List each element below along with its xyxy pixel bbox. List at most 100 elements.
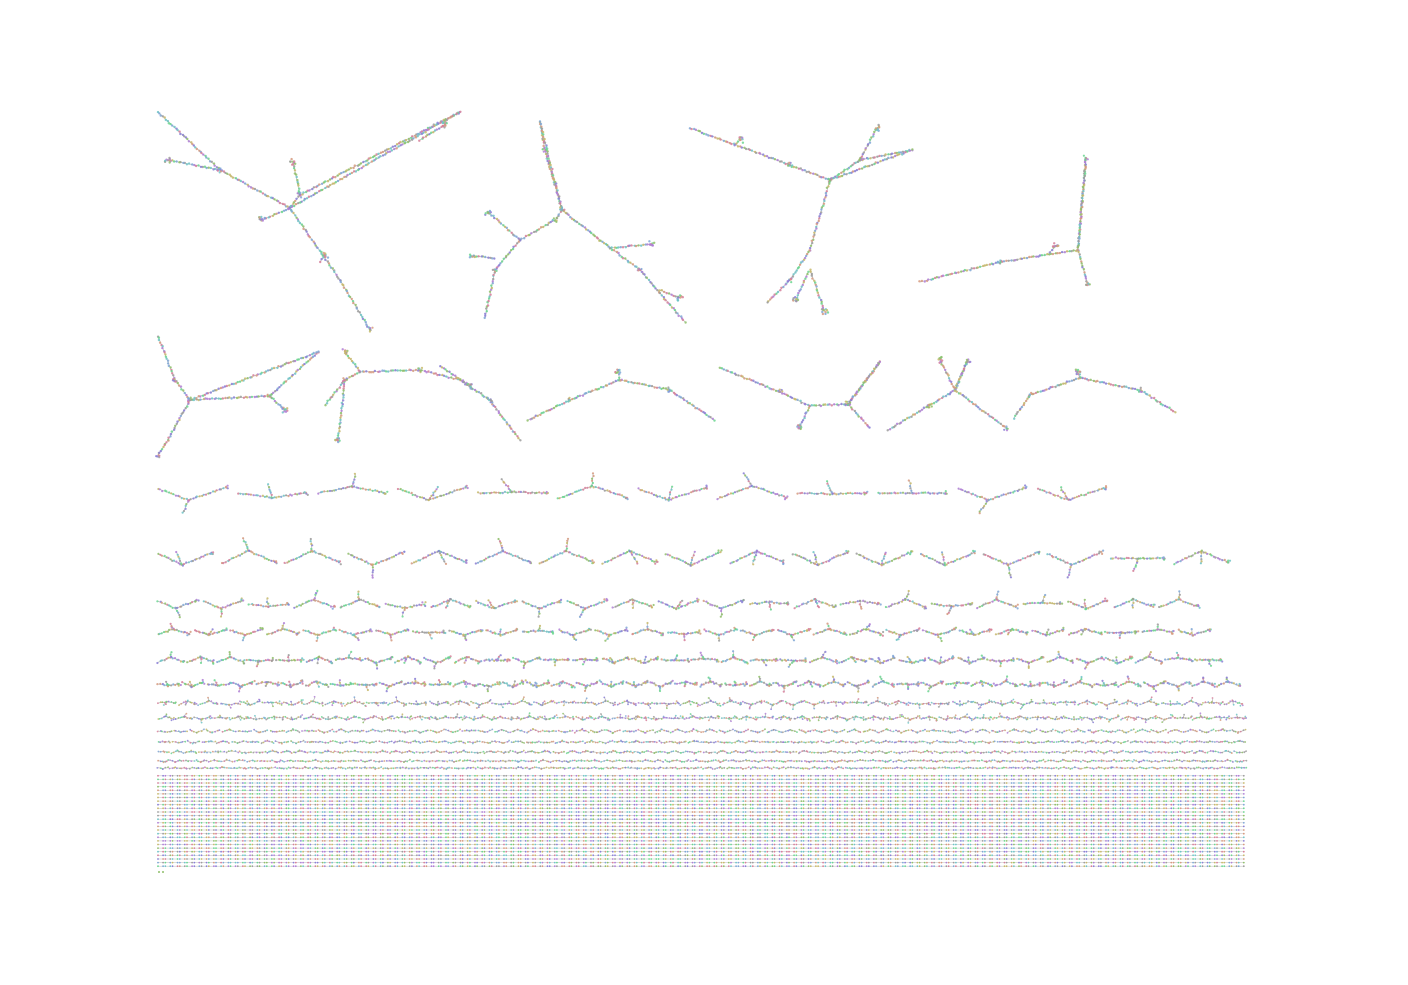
node [827,311,829,313]
node [295,203,297,205]
node [220,170,222,172]
node [540,123,542,125]
node [792,299,794,301]
node [1084,159,1086,161]
node [294,200,296,202]
node [567,214,569,216]
node [845,173,847,175]
node [313,186,315,188]
node [240,396,242,398]
node [387,148,389,150]
node [384,153,386,155]
node [308,196,310,198]
node [230,397,232,399]
node [818,220,820,222]
node [635,245,637,247]
node [1023,257,1025,259]
node [438,127,440,129]
node [737,145,739,147]
node [582,225,584,227]
node [629,262,631,264]
node [803,281,805,283]
node [823,200,825,202]
node [208,167,210,169]
node [493,257,495,259]
node [451,115,453,117]
node [369,157,371,159]
node [171,124,173,126]
node [555,187,557,189]
node [382,154,384,156]
node [364,319,366,321]
node [1084,167,1086,169]
node [295,198,297,200]
node [820,208,822,210]
node [836,176,838,178]
node [425,131,427,133]
node [559,202,561,204]
node [432,131,434,133]
node [400,144,402,146]
node [901,153,903,155]
node [348,168,350,170]
node [489,294,491,296]
node [178,130,180,132]
node [486,310,488,312]
node [294,214,296,216]
node [177,382,179,384]
node [377,153,379,155]
node [869,157,871,159]
node [817,292,819,294]
node [797,267,799,269]
node [661,294,663,296]
node [167,362,169,364]
node [297,202,299,204]
node [1026,257,1028,259]
node [1056,245,1058,247]
node [547,150,549,152]
node [1082,186,1084,188]
node [167,120,169,122]
node [594,235,596,237]
node [1079,211,1081,213]
node [296,179,298,181]
node [184,392,186,394]
node [1083,271,1085,273]
node [625,246,627,248]
node [202,153,204,155]
node [299,192,301,194]
node [205,156,207,158]
node [199,399,201,401]
node [267,195,269,197]
node [1082,182,1084,184]
node [394,145,396,147]
node [332,183,334,185]
node [275,213,277,215]
node [302,228,304,230]
node [542,136,544,138]
node [459,111,461,113]
node [405,139,407,141]
node [872,135,874,137]
node [1052,253,1054,255]
component-3 [689,124,914,315]
node [1032,255,1034,257]
node [178,161,180,163]
node [788,279,790,281]
node [821,206,823,208]
node [640,245,642,247]
node [297,192,299,194]
node [240,180,242,182]
node [1016,259,1018,261]
node [1079,230,1081,232]
node [371,160,373,162]
node [742,142,744,144]
node [711,135,713,137]
node [206,398,208,400]
node [492,274,494,276]
node [695,129,697,131]
node [242,181,244,183]
node [292,212,294,214]
node [232,177,234,179]
node [858,168,860,170]
